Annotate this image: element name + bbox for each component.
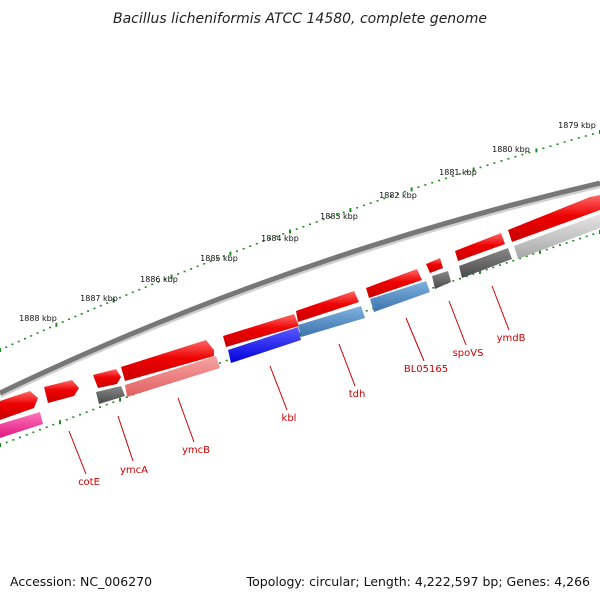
leader-cotE (68, 430, 87, 475)
kbp-label-1880: 1880 kbp (492, 145, 530, 154)
gene-arrow-forward[interactable] (93, 369, 121, 388)
gene-arrow-forward[interactable] (223, 314, 299, 347)
gene-features (0, 195, 600, 438)
leader-BL05165 (405, 317, 425, 362)
backbone-shadow (0, 182, 600, 398)
kbp-label-1883: 1883 kbp (320, 212, 358, 221)
gene-arrow-reverse[interactable] (514, 214, 600, 259)
kbp-label-1881: 1881 kbp (439, 168, 477, 177)
gene-arrow-forward[interactable] (44, 380, 79, 403)
genome-summary-text: Topology: circular; Length: 4,222,597 bp… (246, 574, 590, 589)
map-title: Bacillus licheniformis ATCC 14580, compl… (113, 11, 487, 27)
gene-arrow-ymcB[interactable] (121, 340, 214, 381)
gene-arrow-BL05165[interactable] (370, 281, 430, 312)
kbp-label-1887: 1887 kbp (80, 294, 118, 303)
gene-arrow-forward[interactable] (508, 195, 600, 242)
gene-arrow-tdh[interactable] (298, 306, 365, 337)
kbp-label-1879: 1879 kbp (558, 121, 596, 130)
gene-arrow-kbl[interactable] (228, 327, 301, 363)
kbp-label-1886: 1886 kbp (140, 275, 178, 284)
gene-label-ymcB[interactable]: ymcB (182, 445, 210, 456)
gene-label-spoVS[interactable]: spoVS (453, 348, 484, 359)
kbp-scale-labels: 1879 kbp 1880 kbp 1881 kbp 1882 kbp 1883… (19, 121, 596, 323)
kbp-label-1884: 1884 kbp (261, 234, 299, 243)
gene-label-leaders (68, 285, 510, 475)
gene-arrow-ymcB-reverse[interactable] (125, 356, 220, 397)
kbp-label-1882: 1882 kbp (379, 191, 417, 200)
outer-scale-ticks (0, 130, 600, 352)
gene-arrow-forward[interactable] (366, 269, 422, 298)
gene-arrow-forward[interactable] (296, 291, 359, 322)
gene-arrow-forward[interactable] (426, 258, 443, 273)
gene-labels: cotE ymcA ymcB kbl tdh BL05165 spoVS ymd… (78, 333, 525, 488)
gene-arrow-cotE[interactable] (0, 412, 43, 438)
leader-tdh (338, 343, 356, 387)
leader-spoVS (448, 300, 467, 346)
gene-label-cotE[interactable]: cotE (78, 477, 100, 488)
gene-arrow-spoVS[interactable] (432, 271, 451, 289)
leader-ymcB (177, 397, 195, 443)
leader-ymcA (117, 415, 134, 462)
gene-arrow-forward[interactable] (455, 233, 505, 261)
gene-arrow-forward[interactable] (0, 391, 38, 420)
accession-text: Accession: NC_006270 (10, 574, 153, 589)
gene-label-kbl[interactable]: kbl (282, 413, 297, 424)
gene-label-BL05165[interactable]: BL05165 (404, 364, 448, 375)
genome-backbone (0, 180, 600, 396)
kbp-label-1885: 1885 kbp (200, 254, 238, 263)
gene-label-ymdB[interactable]: ymdB (497, 333, 526, 344)
gene-label-tdh[interactable]: tdh (349, 389, 366, 400)
kbp-label-1888: 1888 kbp (19, 314, 57, 323)
gene-label-ymcA[interactable]: ymcA (120, 465, 148, 476)
gene-arrow-ymcA[interactable] (96, 386, 125, 404)
leader-kbl (269, 365, 288, 411)
leader-ymdB (491, 285, 510, 331)
gene-arrow-ymdB[interactable] (459, 248, 512, 278)
